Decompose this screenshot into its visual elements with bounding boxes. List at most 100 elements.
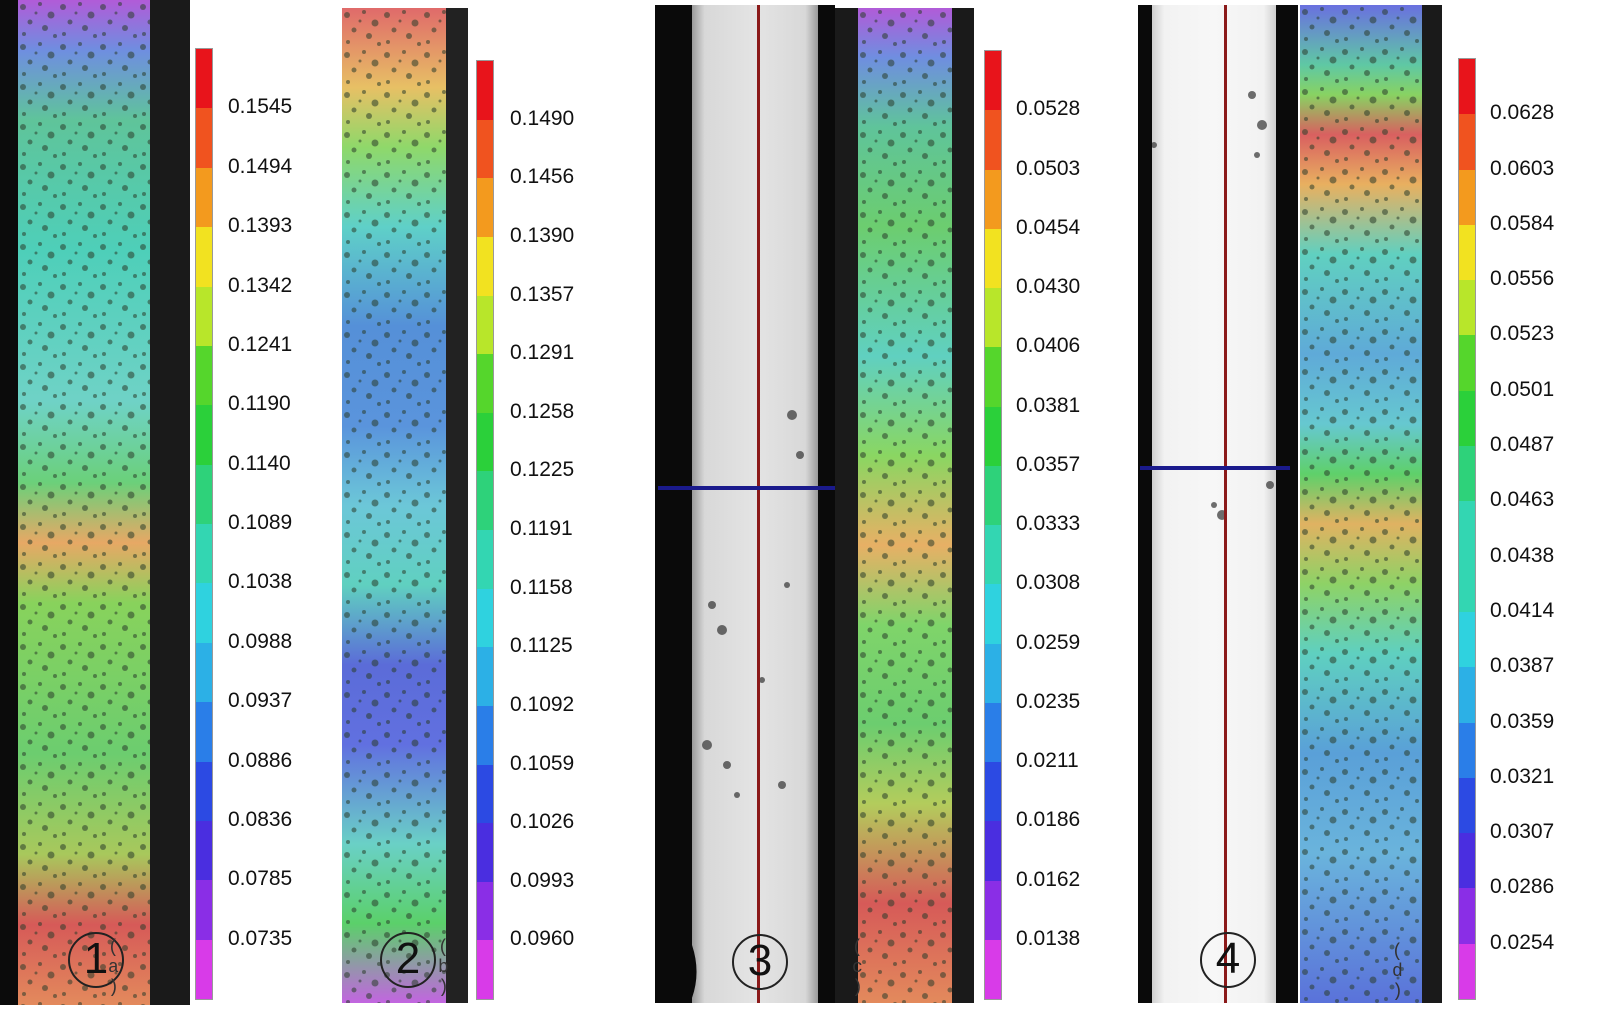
colorbar-segment <box>1459 888 1475 944</box>
colorbar-tick-label: 0.0523 <box>1490 322 1555 346</box>
colorbar-segment <box>1459 833 1475 889</box>
colorbar-tick-label: 0.1241 <box>228 332 293 356</box>
colorbar-tick-label: 0.1456 <box>510 165 575 189</box>
colorbar-segment <box>196 583 212 643</box>
colorbar-tick-label: 0.0406 <box>1016 334 1081 358</box>
colorbar-tick-label: 0.1158 <box>510 575 573 599</box>
colorbar-tick-label: 0.0211 <box>1016 749 1079 772</box>
colorbar-segment <box>196 524 212 584</box>
colorbar-segment <box>477 295 493 355</box>
colorbar-tick-label: 0.0454 <box>1016 215 1081 239</box>
panel-label-d: ( d ) <box>1392 942 1405 1002</box>
specimen-edge-right-c <box>952 8 974 1003</box>
colorbar-tick-label: 0.0584 <box>1490 211 1555 235</box>
grayscale-specimen-d <box>1152 5 1276 1003</box>
colorbar-segment <box>1459 114 1475 170</box>
colorbar-tick-label: 0.1393 <box>228 214 293 238</box>
panel-label-a: ( a ) <box>108 938 121 998</box>
panel-number-d: 4 <box>1200 932 1256 988</box>
colorbar-tick-label: 0.1191 <box>510 517 573 540</box>
marker-line-c <box>658 486 836 490</box>
colorbar-segment <box>985 288 1001 348</box>
colorbar-segment <box>196 761 212 821</box>
colorbar-tick-label: 0.1291 <box>510 341 575 365</box>
colorbar-tick-label: 0.0286 <box>1490 875 1555 899</box>
colorbar-segment <box>1459 943 1475 999</box>
specimen-edge-left-c <box>835 8 858 1003</box>
colorbar-tick-label: 0.0138 <box>1016 926 1081 950</box>
colorbar-segment <box>985 702 1001 762</box>
colorbar-tick-label: 0.1342 <box>228 273 293 297</box>
colorbar-segment <box>196 939 212 999</box>
colorbar-segment <box>477 178 493 237</box>
colorbar-tick-label: 0.1038 <box>228 570 293 594</box>
colorbar-segment <box>985 643 1001 703</box>
colorbar-tick-label: 0.0960 <box>510 927 575 951</box>
panel-label-b: ( b ) <box>438 938 451 998</box>
colorbar-segment <box>196 167 212 228</box>
colorbar-segment <box>196 702 212 762</box>
colorbar-segment <box>477 647 493 706</box>
colorbar-segment <box>1459 611 1475 668</box>
colorbar-segment <box>1459 280 1475 336</box>
strain-field-c <box>858 8 952 1003</box>
panel-number-c: 3 <box>732 934 788 990</box>
colorbar-tick-label: 0.0186 <box>1016 808 1081 832</box>
colorbar-tick-label: 0.1125 <box>510 634 573 658</box>
colorbar-segment <box>477 823 493 882</box>
colorbar-segment <box>985 110 1001 170</box>
strain-field-b <box>342 8 446 1003</box>
colorbar-tick-label: 0.1026 <box>510 810 575 834</box>
colorbar-tick-label: 0.1190 <box>228 392 291 416</box>
colorbar-segment <box>477 119 493 179</box>
panel-number-b: 2 <box>380 932 436 988</box>
colorbar-tick-label: 0.1140 <box>228 451 291 475</box>
colorbar-segment <box>196 464 212 524</box>
colorbar-tick-label: 0.0836 <box>228 807 293 831</box>
colorbar-tick-label: 0.1390 <box>510 223 575 247</box>
colorbar-tick-label: 0.0162 <box>1016 867 1081 891</box>
colorbar-tick-label: 0.1225 <box>510 458 575 482</box>
colorbar-c <box>984 50 1002 1000</box>
colorbar-tick-label: 0.0254 <box>1490 930 1555 954</box>
colorbar-segment <box>1459 446 1475 502</box>
colorbar-segment <box>985 465 1001 525</box>
colorbar-segment <box>1459 722 1475 778</box>
colorbar-b <box>476 60 494 1000</box>
colorbar-segment <box>1459 169 1475 225</box>
colorbar-segment <box>985 228 1001 288</box>
colorbar-tick-label: 0.0321 <box>1490 764 1555 788</box>
colorbar-segment <box>477 471 493 530</box>
colorbar-tick-label: 0.0308 <box>1016 571 1081 595</box>
colorbar-tick-label: 0.0357 <box>1016 452 1081 476</box>
colorbar-tick-label: 0.0628 <box>1490 101 1555 125</box>
colorbar-a <box>195 48 213 1000</box>
center-line-d <box>1224 5 1227 1003</box>
colorbar-tick-label: 0.0937 <box>228 689 293 713</box>
strain-field-d <box>1300 5 1422 1003</box>
specimen-edge-right <box>150 0 190 1005</box>
colorbar-segment <box>196 286 212 346</box>
colorbar-tick-label: 0.0333 <box>1016 512 1081 535</box>
colorbar-segment <box>196 108 212 168</box>
colorbar-segment <box>985 584 1001 644</box>
colorbar-segment <box>477 588 493 648</box>
colorbar-tick-label: 0.1089 <box>228 511 293 534</box>
colorbar-segment <box>196 642 212 703</box>
colorbar-segment <box>477 61 493 120</box>
colorbar-segment <box>477 940 493 999</box>
colorbar-tick-label: 0.0463 <box>1490 488 1555 512</box>
colorbar-segment <box>1459 224 1475 281</box>
colorbar-tick-label: 0.0414 <box>1490 598 1555 622</box>
colorbar-tick-label: 0.0501 <box>1490 377 1555 401</box>
colorbar-tick-label: 0.0359 <box>1490 709 1555 733</box>
colorbar-segment <box>196 49 212 109</box>
colorbar-segment <box>985 880 1001 940</box>
colorbar-tick-label: 0.0735 <box>228 926 293 950</box>
panel-number-a: 1 <box>68 932 124 988</box>
colorbar-tick-label: 0.0438 <box>1490 543 1555 567</box>
colorbar-segment <box>985 169 1001 229</box>
colorbar-segment <box>477 764 493 824</box>
colorbar-tick-label: 0.0528 <box>1016 97 1081 121</box>
colorbar-tick-label: 0.0993 <box>510 868 575 892</box>
